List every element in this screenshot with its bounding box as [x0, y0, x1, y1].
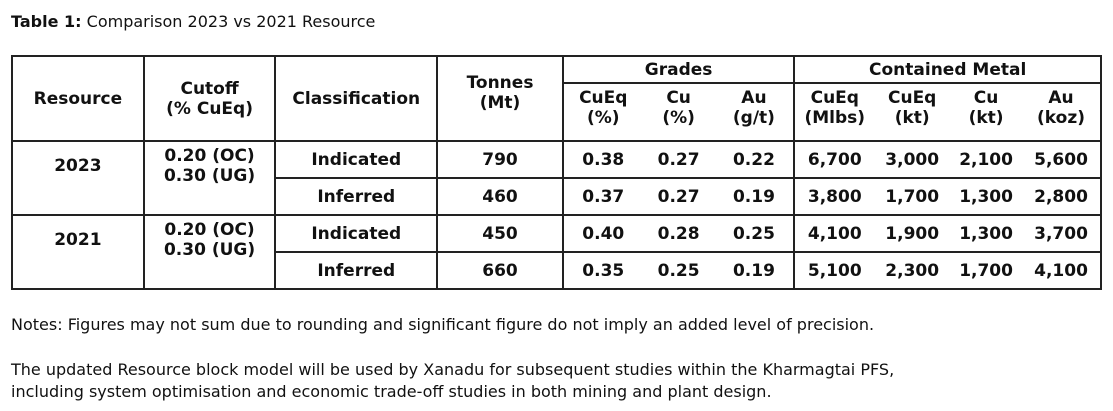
value-cell: 3,700 [1022, 214, 1102, 253]
value-cell: 0.35 [561, 251, 643, 290]
value-cell: 0.40 [561, 214, 643, 253]
value-cell: 3,000 [874, 140, 951, 179]
value-cell: 2,800 [1022, 177, 1102, 216]
header-classification: Classification [274, 55, 439, 142]
caption-text: Comparison 2023 vs 2021 Resource [86, 12, 376, 31]
classification-cell: Inferred [274, 177, 439, 216]
value-cell: 5,600 [1022, 140, 1102, 179]
classification-cell: Indicated [274, 140, 439, 179]
value-cell: 0.38 [561, 140, 643, 179]
value-cell: 1,700 [874, 177, 951, 216]
cutoff-cell: 0.20 (OC) 0.30 (UG) [142, 214, 277, 290]
table-row: Inferred 460 0.37 0.27 0.19 3,800 1,700 1,300 2,… [12, 177, 1102, 216]
table-row: 2023 0.20 (OC) 0.30 (UG) Indicated 790 0.38 0.… [11, 140, 1102, 216]
header-resource: Resource [11, 55, 145, 142]
value-cell: 0.37 [561, 177, 643, 216]
table-row: 2021 0.20 (OC) 0.30 (UG) Indicated 450 0.40 0.… [11, 214, 1102, 290]
header-grades: Grades [561, 55, 796, 84]
subheader-6: Au (koz) [1022, 82, 1102, 142]
value-cell: 3,800 [793, 177, 875, 216]
classification-cell: Inferred [274, 251, 439, 290]
header-contained-metal: Contained Metal [793, 55, 1102, 84]
paragraph-line-1: The updated Resource block model will be… [11, 360, 895, 379]
value-cell: 4,100 [1022, 251, 1102, 290]
tonnes-cell: 460 [436, 177, 564, 216]
resource-year: 2021 [11, 214, 145, 290]
classification-cell: Indicated [274, 214, 439, 253]
tonnes-cell: 790 [436, 140, 564, 179]
resource-comparison-table: Resource Cutoff (% CuEq) Classification T… [11, 55, 1102, 290]
value-cell: 5,100 [793, 251, 875, 290]
subheader-5: Cu (kt) [950, 82, 1023, 142]
value-cell: 0.25 [714, 214, 796, 253]
value-cell: 1,700 [950, 251, 1023, 290]
notes-text: Notes: Figures may not sum due to roundi… [11, 315, 875, 334]
tonnes-cell: 660 [436, 251, 564, 290]
caption-label: Table 1: [11, 12, 82, 31]
value-cell: 0.25 [642, 251, 715, 290]
tonnes-cell: 450 [436, 214, 564, 253]
value-cell: 0.19 [714, 177, 796, 216]
table-caption: Table 1: Comparison 2023 vs 2021 Resourc… [11, 12, 375, 31]
value-cell: 0.28 [642, 214, 715, 253]
table-row: Inferred 660 0.35 0.25 0.19 5,100 2,300 1,700 4,… [12, 251, 1102, 290]
value-cell: 0.22 [714, 140, 796, 179]
cutoff-cell: 0.20 (OC) 0.30 (UG) [142, 140, 277, 216]
value-cell: 1,900 [874, 214, 951, 253]
resource-year: 2023 [11, 140, 145, 216]
value-cell: 0.19 [714, 251, 796, 290]
header-cutoff: Cutoff (% CuEq) [142, 55, 277, 142]
subheader-2: Au (g/t) [714, 82, 796, 142]
subheader-3: CuEq (Mlbs) [793, 82, 875, 142]
subheader-0: CuEq (%) [561, 82, 643, 142]
value-cell: 0.27 [642, 177, 715, 216]
paragraph-line-2: including system optimisation and econom… [11, 382, 772, 401]
value-cell: 6,700 [793, 140, 875, 179]
subheader-4: CuEq (kt) [874, 82, 951, 142]
value-cell: 4,100 [793, 214, 875, 253]
value-cell: 1,300 [950, 177, 1023, 216]
value-cell: 1,300 [950, 214, 1023, 253]
value-cell: 0.27 [642, 140, 715, 179]
value-cell: 2,100 [950, 140, 1023, 179]
value-cell: 2,300 [874, 251, 951, 290]
subheader-1: Cu (%) [642, 82, 715, 142]
header-tonnes: Tonnes (Mt) [436, 55, 564, 142]
